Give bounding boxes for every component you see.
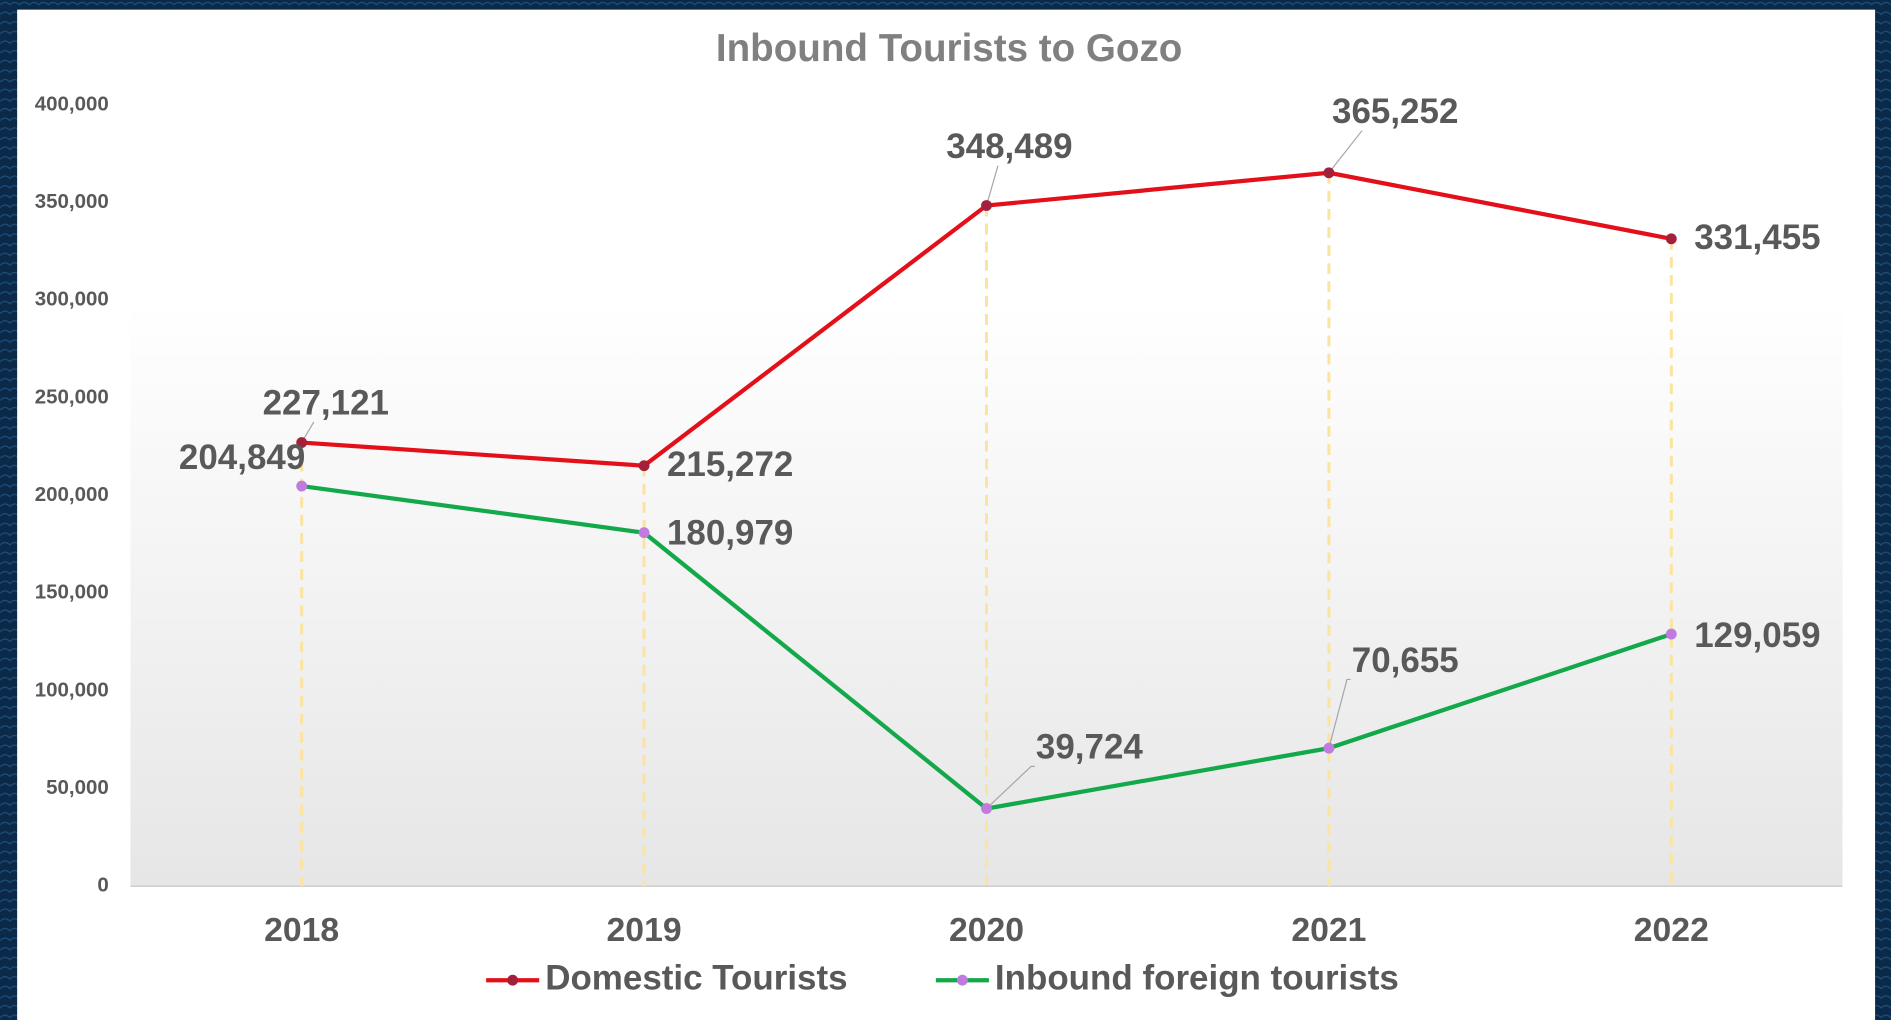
data-label: 204,849 bbox=[179, 438, 305, 477]
marker bbox=[981, 803, 992, 815]
y-tick-label: 350,000 bbox=[35, 190, 109, 213]
marker bbox=[981, 200, 992, 211]
y-tick-label: 400,000 bbox=[35, 92, 109, 115]
data-label: 39,724 bbox=[1036, 728, 1143, 767]
x-tick-label: 2019 bbox=[607, 911, 682, 949]
y-tick-label: 50,000 bbox=[46, 776, 109, 799]
y-tick-label: 300,000 bbox=[35, 288, 109, 311]
legend-marker bbox=[507, 974, 519, 986]
x-tick-label: 2021 bbox=[1291, 911, 1366, 949]
x-tick-label: 2020 bbox=[949, 911, 1024, 949]
marker bbox=[296, 480, 308, 492]
marker bbox=[1665, 233, 1677, 245]
y-tick-label: 100,000 bbox=[35, 678, 109, 701]
data-label: 129,059 bbox=[1694, 616, 1820, 655]
data-label: 348,489 bbox=[946, 127, 1072, 166]
marker bbox=[1665, 628, 1677, 640]
marker bbox=[1323, 167, 1335, 179]
chart-title: Inbound Tourists to Gozo bbox=[716, 27, 1182, 70]
legend-marker bbox=[956, 974, 968, 986]
data-label: 180,979 bbox=[667, 513, 793, 552]
data-label: 331,455 bbox=[1694, 218, 1820, 257]
y-tick-label: 150,000 bbox=[35, 581, 109, 604]
marker bbox=[638, 460, 650, 472]
marker bbox=[296, 437, 308, 448]
data-label: 215,272 bbox=[667, 445, 793, 484]
legend-label: Inbound foreign tourists bbox=[995, 958, 1399, 997]
leader-line bbox=[1328, 130, 1363, 174]
data-label: 365,252 bbox=[1332, 92, 1458, 131]
y-tick-label: 250,000 bbox=[35, 385, 109, 408]
x-tick-label: 2018 bbox=[264, 911, 339, 949]
leader-line bbox=[1328, 678, 1351, 749]
leader-line bbox=[986, 765, 1035, 810]
x-tick-label: 2022 bbox=[1634, 911, 1709, 949]
leader-line bbox=[985, 165, 999, 206]
data-label: 227,121 bbox=[263, 383, 389, 422]
legend-label: Domestic Tourists bbox=[545, 958, 847, 997]
y-tick-label: 0 bbox=[97, 874, 108, 897]
marker bbox=[1323, 742, 1335, 754]
marker bbox=[638, 527, 650, 539]
data-label: 70,655 bbox=[1352, 641, 1459, 680]
y-tick-label: 200,000 bbox=[35, 483, 109, 506]
